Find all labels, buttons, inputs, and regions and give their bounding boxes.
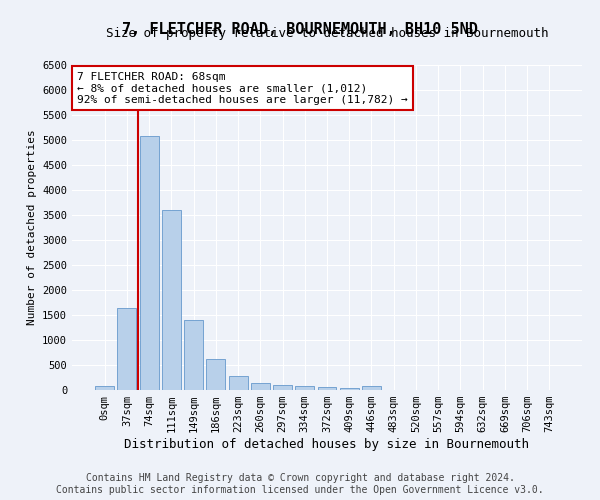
- Bar: [362, 386, 381, 390]
- Bar: [229, 376, 248, 390]
- Text: Contains HM Land Registry data © Crown copyright and database right 2024.
Contai: Contains HM Land Registry data © Crown c…: [56, 474, 544, 495]
- Bar: [184, 320, 203, 390]
- Text: 7 FLETCHER ROAD: 68sqm
← 8% of detached houses are smaller (1,012)
92% of semi-d: 7 FLETCHER ROAD: 68sqm ← 8% of detached …: [77, 72, 408, 104]
- Bar: [317, 387, 337, 390]
- Bar: [273, 384, 292, 390]
- Title: Size of property relative to detached houses in Bournemouth: Size of property relative to detached ho…: [106, 27, 548, 40]
- X-axis label: Distribution of detached houses by size in Bournemouth: Distribution of detached houses by size …: [125, 438, 530, 451]
- Bar: [295, 386, 314, 390]
- Bar: [118, 308, 136, 390]
- Bar: [95, 386, 114, 390]
- Bar: [251, 382, 270, 390]
- Bar: [206, 359, 225, 390]
- Y-axis label: Number of detached properties: Number of detached properties: [26, 130, 37, 326]
- Bar: [340, 388, 359, 390]
- Bar: [162, 210, 181, 390]
- Text: 7, FLETCHER ROAD, BOURNEMOUTH, BH10 5ND: 7, FLETCHER ROAD, BOURNEMOUTH, BH10 5ND: [122, 22, 478, 38]
- Bar: [140, 136, 158, 390]
